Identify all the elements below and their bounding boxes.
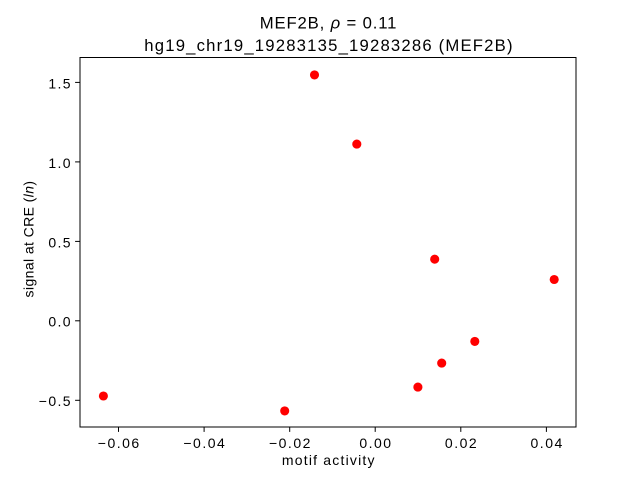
svg-text:MEF2B, ρ = 0.11: MEF2B, ρ = 0.11 [260, 14, 398, 33]
svg-text:−0.04: −0.04 [183, 435, 226, 451]
svg-text:−0.5: −0.5 [39, 393, 72, 409]
svg-text:0.04: 0.04 [531, 435, 564, 451]
svg-text:0.02: 0.02 [445, 435, 478, 451]
svg-text:signal at CRE (ln): signal at CRE (ln) [21, 181, 37, 298]
svg-text:hg19_chr19_19283135_19283286 (: hg19_chr19_19283135_19283286 (MEF2B) [144, 36, 513, 55]
svg-text:−0.02: −0.02 [269, 435, 312, 451]
svg-text:−0.06: −0.06 [98, 435, 141, 451]
svg-text:motif activity: motif activity [282, 452, 376, 468]
svg-text:0.0: 0.0 [48, 314, 72, 330]
svg-text:0.5: 0.5 [48, 234, 72, 250]
svg-text:1.5: 1.5 [48, 75, 72, 91]
svg-text:1.0: 1.0 [48, 155, 72, 171]
svg-text:0.00: 0.00 [359, 435, 392, 451]
